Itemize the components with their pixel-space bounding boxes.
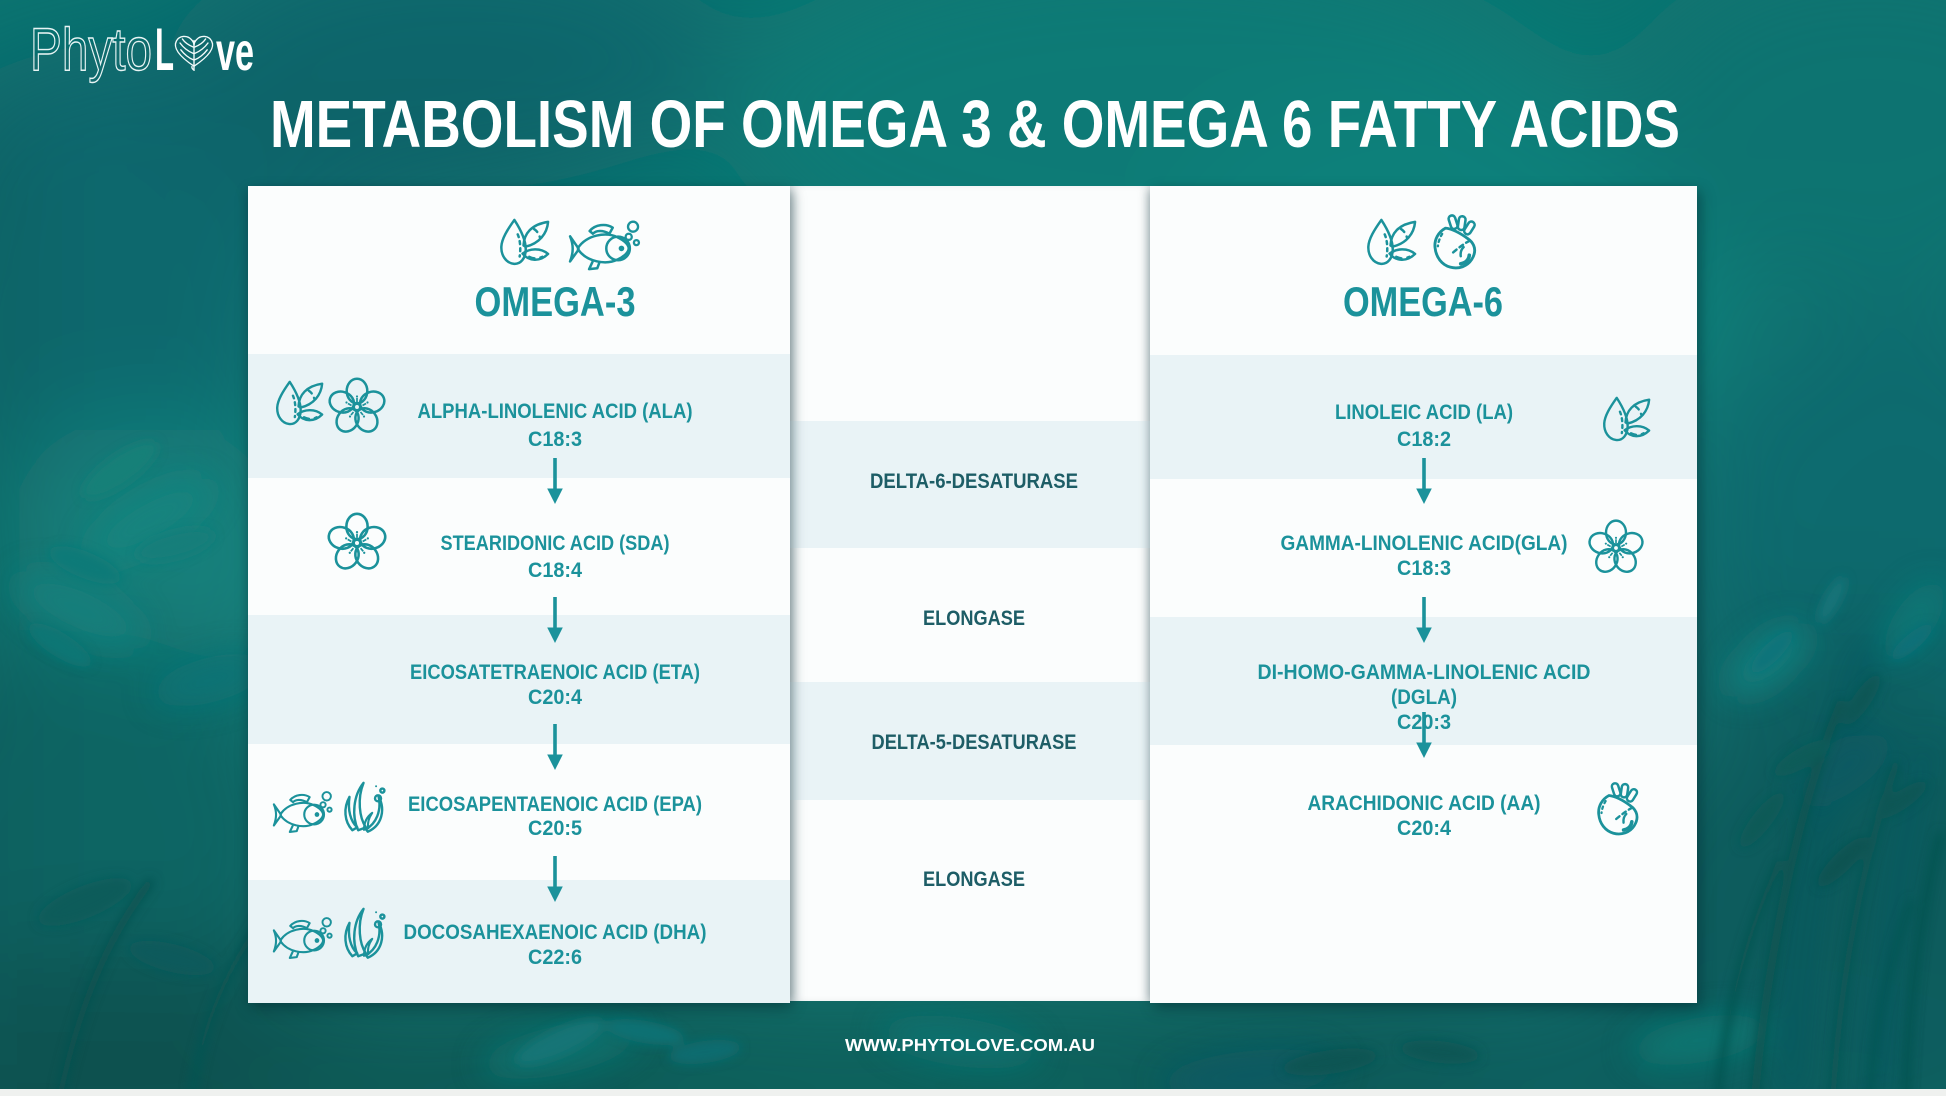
svg-text:C20:4: C20:4 [528, 686, 582, 709]
svg-text:C18:4: C18:4 [528, 559, 582, 582]
svg-text:LINOLEIC ACID (LA): LINOLEIC ACID (LA) [1335, 401, 1513, 424]
svg-text:C18:3: C18:3 [1397, 557, 1451, 580]
svg-text:OMEGA-3: OMEGA-3 [475, 278, 636, 325]
svg-text:C22:6: C22:6 [528, 946, 582, 969]
svg-text:DELTA-5-DESATURASE: DELTA-5-DESATURASE [872, 731, 1077, 754]
svg-text:ve: ve [216, 22, 254, 82]
svg-text:C20:3: C20:3 [1397, 711, 1451, 734]
svg-text:C20:4: C20:4 [1397, 817, 1451, 840]
svg-text:C18:3: C18:3 [528, 428, 582, 451]
svg-text:C18:2: C18:2 [1397, 428, 1451, 451]
svg-text:OMEGA-6: OMEGA-6 [1343, 278, 1503, 325]
svg-text:ALPHA-LINOLENIC ACID (ALA): ALPHA-LINOLENIC ACID (ALA) [418, 400, 693, 423]
svg-text:DI-HOMO-GAMMA-LINOLENIC ACID: DI-HOMO-GAMMA-LINOLENIC ACID [1258, 661, 1591, 684]
svg-text:WWW.PHYTOLOVE.COM.AU: WWW.PHYTOLOVE.COM.AU [845, 1035, 1095, 1055]
svg-text:ARACHIDONIC ACID (AA): ARACHIDONIC ACID (AA) [1308, 792, 1541, 815]
svg-text:STEARIDONIC ACID (SDA): STEARIDONIC ACID (SDA) [441, 532, 670, 555]
svg-text:(DGLA): (DGLA) [1391, 686, 1457, 709]
svg-text:ELONGASE: ELONGASE [923, 868, 1025, 891]
svg-text:METABOLISM OF OMEGA 3 & OMEGA: METABOLISM OF OMEGA 3 & OMEGA 6 FATTY AC… [270, 87, 1680, 162]
svg-text:Phyto: Phyto [30, 16, 152, 83]
svg-text:DELTA-6-DESATURASE: DELTA-6-DESATURASE [870, 470, 1078, 493]
svg-text:EICOSATETRAENOIC ACID (ETA): EICOSATETRAENOIC ACID (ETA) [410, 661, 700, 684]
svg-text:L: L [155, 16, 174, 83]
svg-text:GAMMA-LINOLENIC ACID(GLA): GAMMA-LINOLENIC ACID(GLA) [1281, 532, 1568, 555]
svg-text:EICOSAPENTAENOIC ACID (EPA): EICOSAPENTAENOIC ACID (EPA) [408, 793, 702, 816]
svg-text:C20:5: C20:5 [528, 817, 582, 840]
svg-text:ELONGASE: ELONGASE [923, 607, 1025, 630]
svg-text:DOCOSAHEXAENOIC ACID (DHA): DOCOSAHEXAENOIC ACID (DHA) [404, 921, 707, 944]
